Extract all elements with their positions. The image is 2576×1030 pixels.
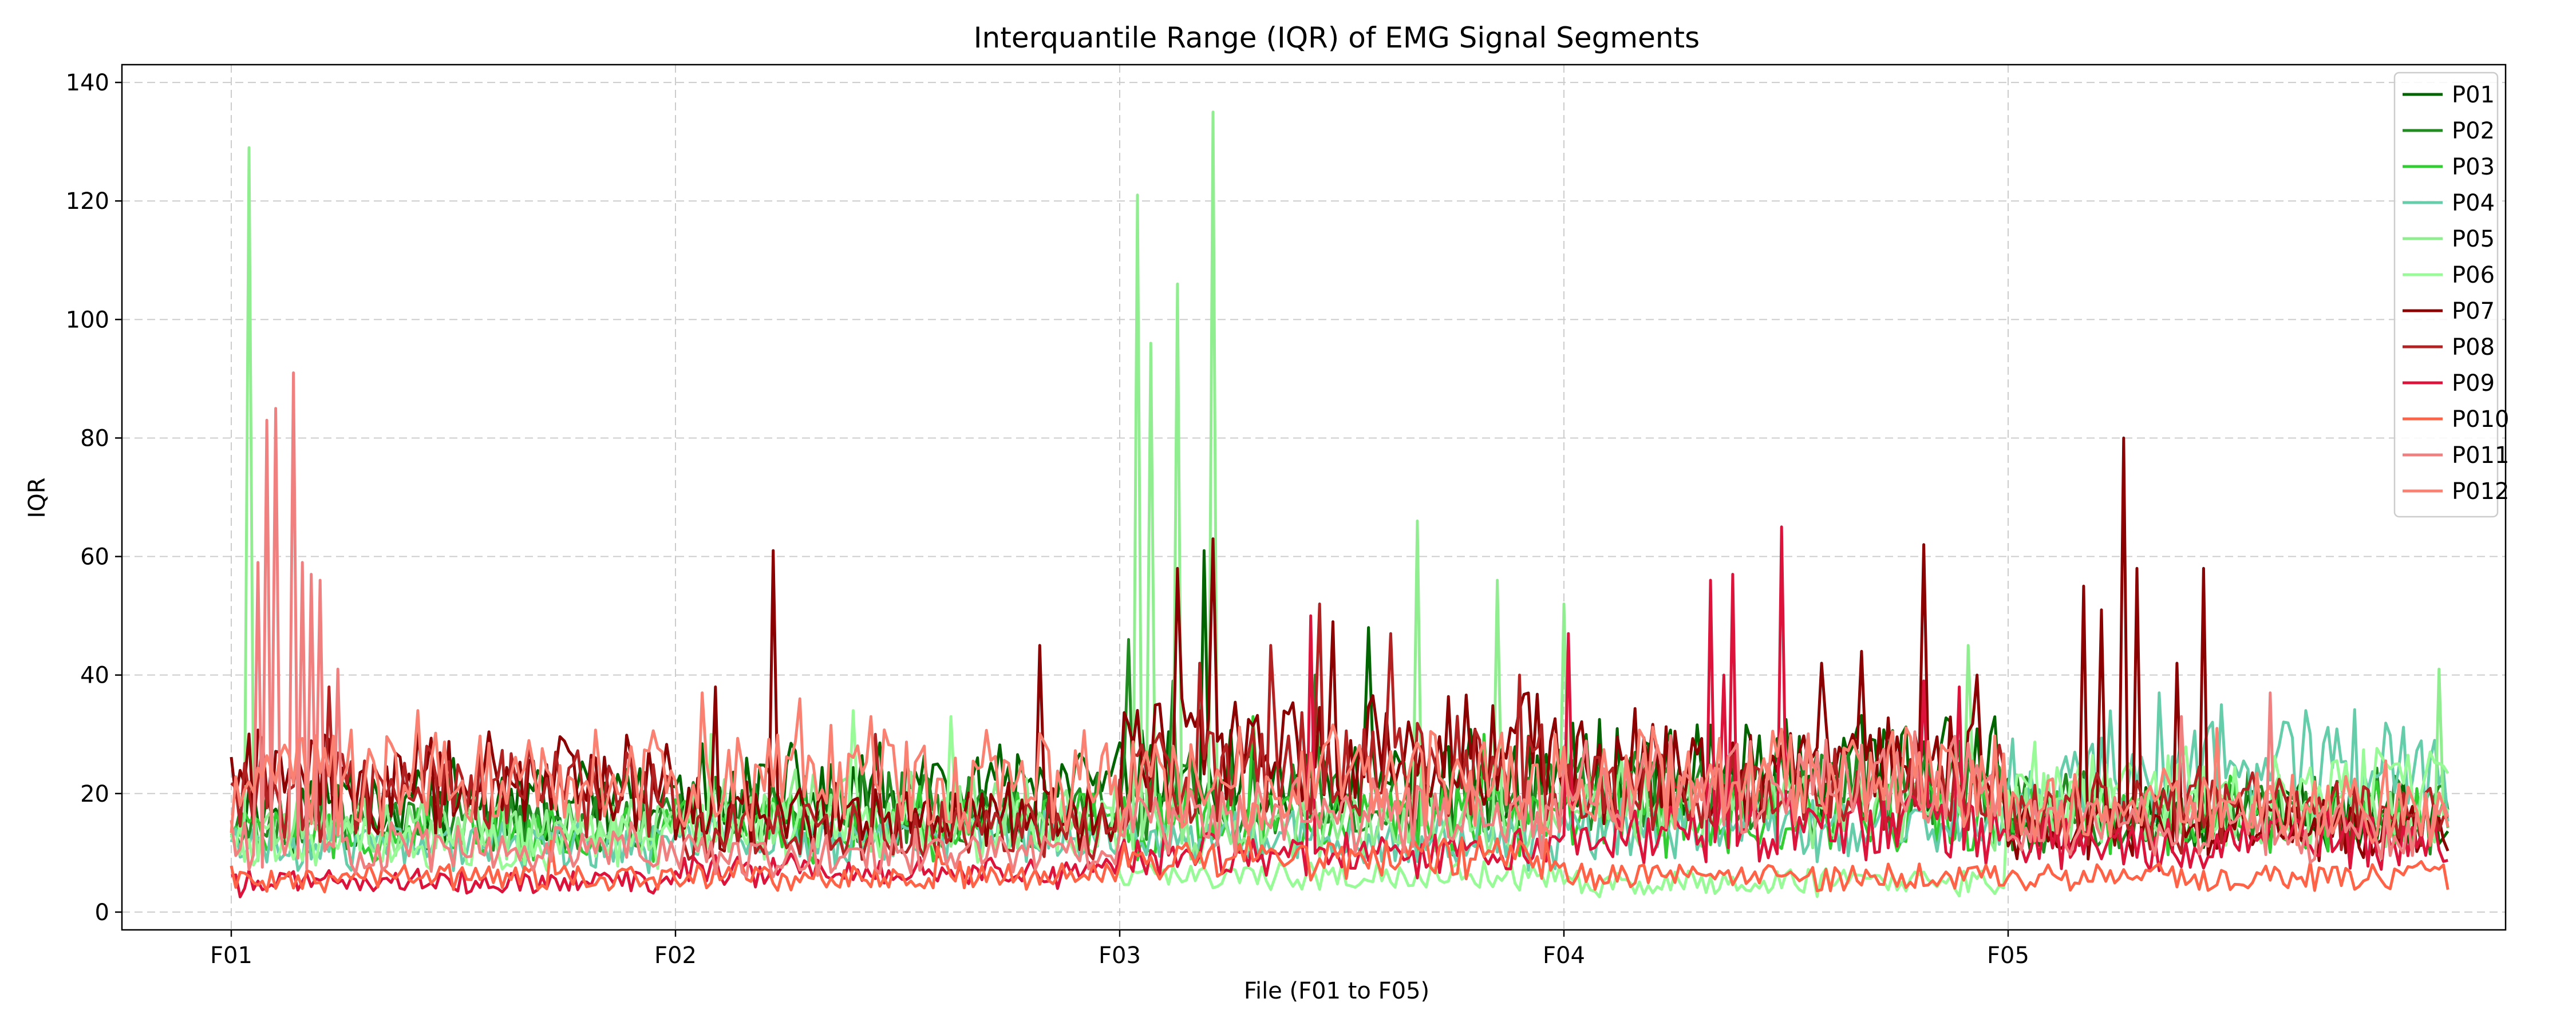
legend-label: P07 (2452, 298, 2495, 324)
legend-box (2393, 72, 2499, 518)
legend-label: P09 (2452, 370, 2495, 397)
y-tick-label: 120 (66, 188, 109, 215)
y-axis-label: IQR (24, 477, 50, 518)
y-tick-label: 20 (80, 781, 109, 807)
series-line-p012 (230, 691, 2449, 847)
x-axis-label: File (F01 to F05) (1244, 978, 1429, 1004)
x-tick-label: F03 (1099, 942, 1141, 969)
y-tick-label: 60 (80, 544, 109, 571)
y-tick-label: 100 (66, 307, 109, 333)
plot-frame (121, 64, 2507, 931)
y-tick-label: 0 (95, 900, 109, 926)
series-layer (230, 110, 2449, 898)
legend-label: P06 (2452, 262, 2495, 288)
y-tick-label: 40 (80, 663, 109, 689)
legend-label: P012 (2452, 478, 2509, 505)
x-tick-label: F04 (1543, 942, 1585, 969)
x-tick-label: F02 (654, 942, 697, 969)
legend: P01 P02 P03 P04 P05 P06 P07 P08 P09 P010 P011 P012 (2393, 72, 2509, 518)
series-line-p06 (230, 709, 2449, 898)
legend-label: P02 (2452, 118, 2495, 144)
legend-label: P08 (2452, 334, 2495, 360)
legend-label: P01 (2452, 82, 2495, 108)
series-line-p010 (230, 834, 2449, 894)
tick-layer: 0 20 40 60 80 100 120 140 F01 F02 F03 F04 F05 (66, 70, 2029, 969)
legend-label: P04 (2452, 190, 2495, 216)
x-tick-label: F05 (1987, 942, 2029, 969)
legend-label: P05 (2452, 226, 2495, 252)
y-tick-label: 80 (80, 425, 109, 451)
legend-label: P03 (2452, 154, 2495, 180)
legend-label: P010 (2452, 406, 2509, 433)
series-line-p011 (230, 371, 2449, 878)
chart-title: Interquantile Range (IQR) of EMG Signal … (974, 21, 1700, 54)
x-tick-label: F01 (210, 942, 252, 969)
legend-label: P011 (2452, 442, 2509, 469)
y-tick-label: 140 (66, 70, 109, 96)
series-line-p05 (230, 110, 2449, 864)
